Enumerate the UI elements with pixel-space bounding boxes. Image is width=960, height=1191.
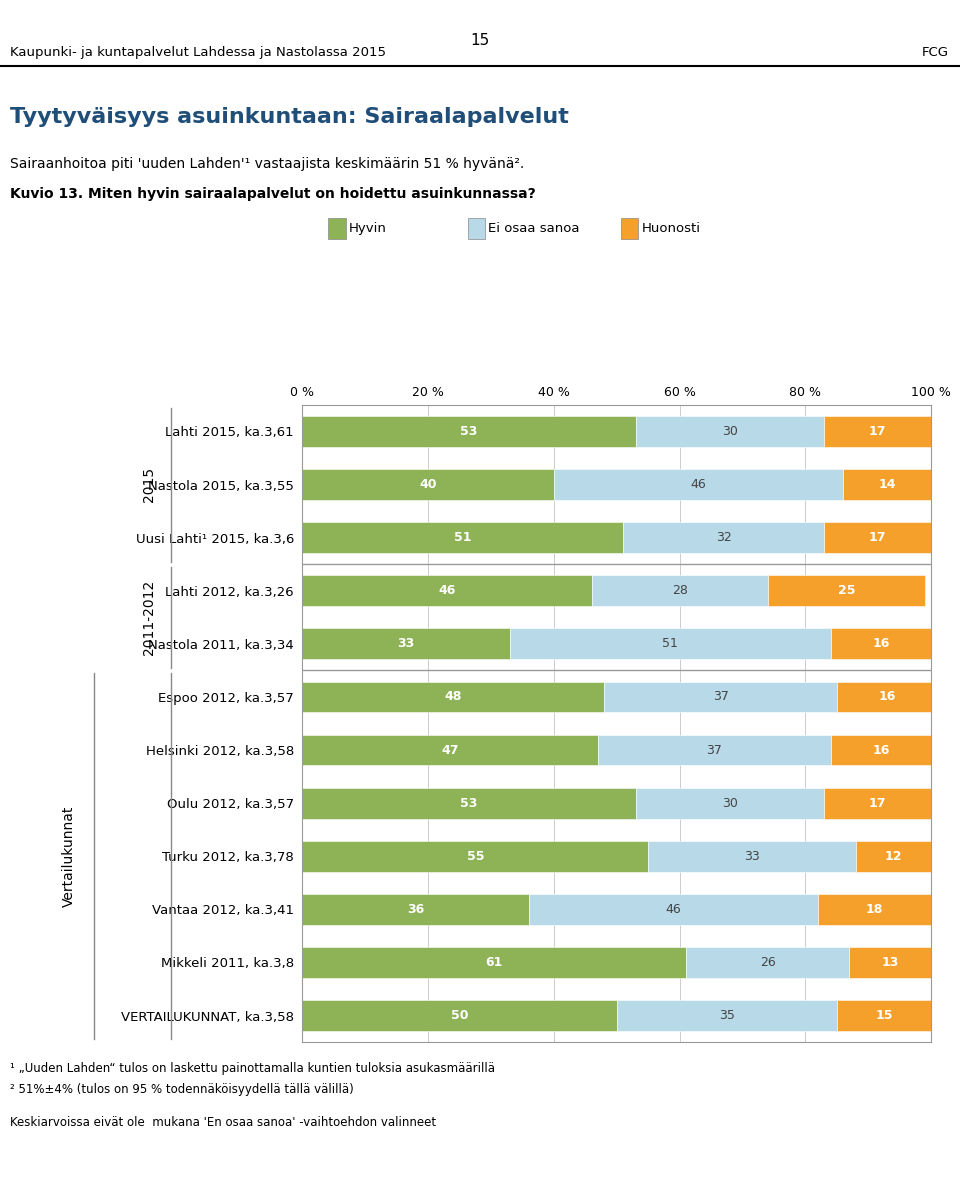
Bar	[850, 947, 931, 978]
Text: 2015: 2015	[142, 467, 156, 503]
Bar	[302, 735, 598, 766]
Text: 14: 14	[878, 478, 896, 491]
Bar	[825, 523, 931, 553]
Text: 13: 13	[881, 956, 899, 969]
Text: 37: 37	[707, 743, 722, 756]
Text: 25: 25	[837, 585, 855, 597]
Bar	[302, 416, 636, 447]
Text: Hyvin: Hyvin	[348, 223, 386, 235]
Text: ¹ „Uuden Lahden“ tulos on laskettu painottamalla kuntien tuloksia asukasmäärillä: ¹ „Uuden Lahden“ tulos on laskettu paino…	[10, 1062, 494, 1075]
Text: 17: 17	[869, 797, 886, 810]
Bar	[636, 787, 825, 818]
Bar	[818, 894, 931, 924]
Text: 46: 46	[439, 585, 456, 597]
Bar	[302, 629, 510, 660]
Text: 28: 28	[672, 585, 687, 597]
Bar	[825, 416, 931, 447]
Text: 40: 40	[420, 478, 437, 491]
Text: 2011-2012: 2011-2012	[142, 580, 156, 655]
Bar	[302, 469, 554, 500]
Text: 30: 30	[722, 425, 738, 438]
Text: 46: 46	[665, 903, 682, 916]
Bar	[598, 735, 830, 766]
Text: 53: 53	[461, 425, 478, 438]
Bar	[302, 575, 591, 606]
Text: 37: 37	[712, 691, 729, 704]
Bar	[591, 575, 768, 606]
Text: 17: 17	[869, 531, 886, 544]
Text: 35: 35	[719, 1009, 734, 1022]
Text: 17: 17	[869, 425, 886, 438]
Bar	[510, 629, 830, 660]
Text: 55: 55	[467, 850, 484, 862]
Text: 36: 36	[407, 903, 424, 916]
Bar	[825, 787, 931, 818]
Text: 12: 12	[885, 850, 902, 862]
Bar	[302, 947, 686, 978]
Bar	[302, 787, 636, 818]
Text: ² 51%±4% (tulos on 95 % todennäköisyydellä tällä välillä): ² 51%±4% (tulos on 95 % todennäköisyydel…	[10, 1083, 353, 1096]
Text: 61: 61	[486, 956, 503, 969]
Text: 16: 16	[873, 637, 890, 650]
Text: Huonosti: Huonosti	[641, 223, 700, 235]
Text: 33: 33	[397, 637, 415, 650]
Text: Vertailukunnat: Vertailukunnat	[62, 805, 76, 908]
Bar	[529, 894, 818, 924]
Bar	[302, 841, 648, 872]
Text: Sairaanhoitoa piti 'uuden Lahden'¹ vastaajista keskimäärin 51 % hyvänä².: Sairaanhoitoa piti 'uuden Lahden'¹ vasta…	[10, 157, 524, 172]
Text: Ei osaa sanoa: Ei osaa sanoa	[488, 223, 579, 235]
Text: 15: 15	[876, 1009, 893, 1022]
Text: 15: 15	[470, 33, 490, 49]
Text: 47: 47	[442, 743, 459, 756]
Bar	[623, 523, 825, 553]
Bar	[616, 1000, 837, 1031]
Bar	[302, 681, 604, 712]
Text: 50: 50	[451, 1009, 468, 1022]
Text: 51: 51	[662, 637, 678, 650]
Text: 16: 16	[873, 743, 890, 756]
Bar	[855, 841, 931, 872]
Text: Keskiarvoissa eivät ole  mukana 'En osaa sanoa' -vaihtoehdon valinneet: Keskiarvoissa eivät ole mukana 'En osaa …	[10, 1116, 436, 1129]
Text: 53: 53	[461, 797, 478, 810]
Text: 46: 46	[690, 478, 707, 491]
Text: Kaupunki- ja kuntapalvelut Lahdessa ja Nastolassa 2015: Kaupunki- ja kuntapalvelut Lahdessa ja N…	[10, 46, 386, 58]
Bar	[768, 575, 924, 606]
Bar	[302, 1000, 616, 1031]
Text: 16: 16	[878, 691, 896, 704]
Bar	[686, 947, 850, 978]
Text: 48: 48	[444, 691, 462, 704]
Text: Tyytyväisyys asuinkuntaan: Sairaalapalvelut: Tyytyväisyys asuinkuntaan: Sairaalapalve…	[10, 107, 568, 127]
Text: FCG: FCG	[922, 46, 948, 58]
Text: 26: 26	[759, 956, 776, 969]
Bar	[843, 469, 931, 500]
Bar	[302, 894, 529, 924]
Bar	[837, 681, 938, 712]
Bar	[604, 681, 837, 712]
Bar	[636, 416, 825, 447]
Text: 51: 51	[454, 531, 471, 544]
Text: 33: 33	[744, 850, 760, 862]
Text: 32: 32	[716, 531, 732, 544]
Text: Kuvio 13. Miten hyvin sairaalapalvelut on hoidettu asuinkunnassa?: Kuvio 13. Miten hyvin sairaalapalvelut o…	[10, 187, 536, 201]
Bar	[302, 523, 623, 553]
Text: 30: 30	[722, 797, 738, 810]
Bar	[830, 735, 931, 766]
Bar	[554, 469, 843, 500]
Text: 18: 18	[866, 903, 883, 916]
Bar	[830, 629, 931, 660]
Bar	[837, 1000, 931, 1031]
Bar	[648, 841, 855, 872]
